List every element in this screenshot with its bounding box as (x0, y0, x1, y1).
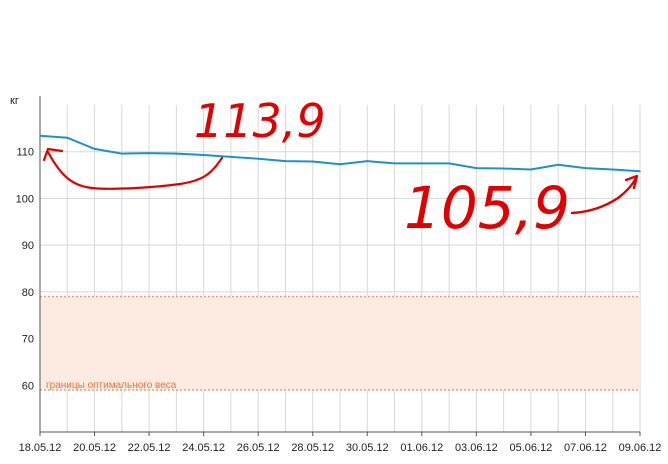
x-tick-labels: 18.05.12 20.05.12 22.05.12 24.05.12 26.05.12… (19, 432, 662, 454)
data-point (121, 152, 123, 155)
x-tick-label: 07.06.12 (564, 442, 607, 454)
optimal-weight-band (40, 296, 640, 390)
x-tick-label: 01.06.12 (400, 442, 443, 454)
axes (39, 96, 640, 433)
data-point (148, 152, 150, 154)
y-tick-label: 80 (22, 287, 34, 299)
y-tick-label: 90 (22, 240, 34, 252)
optimal-band-label: границы оптимального веса (46, 380, 177, 391)
x-tick-label: 30.05.12 (346, 442, 389, 454)
x-tick-label: 28.05.12 (291, 442, 334, 454)
y-tick-label: 100 (16, 193, 34, 205)
x-tick-label: 18.05.12 (19, 442, 62, 454)
data-point (584, 167, 587, 169)
data-point (39, 135, 41, 137)
data-point (475, 167, 478, 169)
annotation-start-weight: 113,9 (194, 94, 326, 148)
series-points (39, 135, 641, 173)
x-tick-label: 26.05.12 (237, 442, 280, 454)
data-point (557, 163, 559, 166)
data-point (230, 156, 232, 158)
y-tick-label: 70 (22, 334, 34, 346)
data-point (639, 170, 641, 173)
data-point (530, 168, 532, 171)
data-point (611, 168, 614, 171)
data-point (311, 160, 314, 163)
data-point (93, 148, 96, 150)
x-tick-label: 09.06.12 (619, 442, 662, 454)
annotation-arrowhead-left (42, 147, 64, 162)
data-point (66, 136, 69, 139)
y-tick-labels: 60 70 80 90 100 110 (16, 147, 34, 393)
data-point (502, 167, 505, 170)
data-point (448, 162, 450, 165)
x-tick-label: 20.05.12 (73, 442, 116, 454)
y-tick-label: 60 (22, 380, 34, 392)
data-point (366, 160, 369, 162)
data-point (202, 154, 205, 156)
y-tick-label: 110 (16, 147, 34, 159)
handwritten-annotations: 113,9 105,9 (42, 94, 639, 242)
y-axis-unit: кг (10, 95, 19, 107)
data-point (393, 162, 396, 165)
annotation-arrow-right (570, 176, 638, 215)
annotation-arrow-left (46, 150, 224, 190)
x-tick-label: 24.05.12 (182, 442, 225, 454)
data-point (421, 162, 423, 165)
data-point (257, 157, 259, 160)
annotation-end-weight: 105,9 (404, 174, 570, 242)
x-tick-label: 22.05.12 (128, 442, 171, 454)
data-point (284, 160, 287, 162)
x-tick-label: 05.06.12 (509, 442, 552, 454)
data-point (339, 163, 341, 166)
data-point (175, 152, 178, 155)
annotation-arrowhead-right (624, 174, 639, 190)
x-tick-label: 03.06.12 (455, 442, 498, 454)
